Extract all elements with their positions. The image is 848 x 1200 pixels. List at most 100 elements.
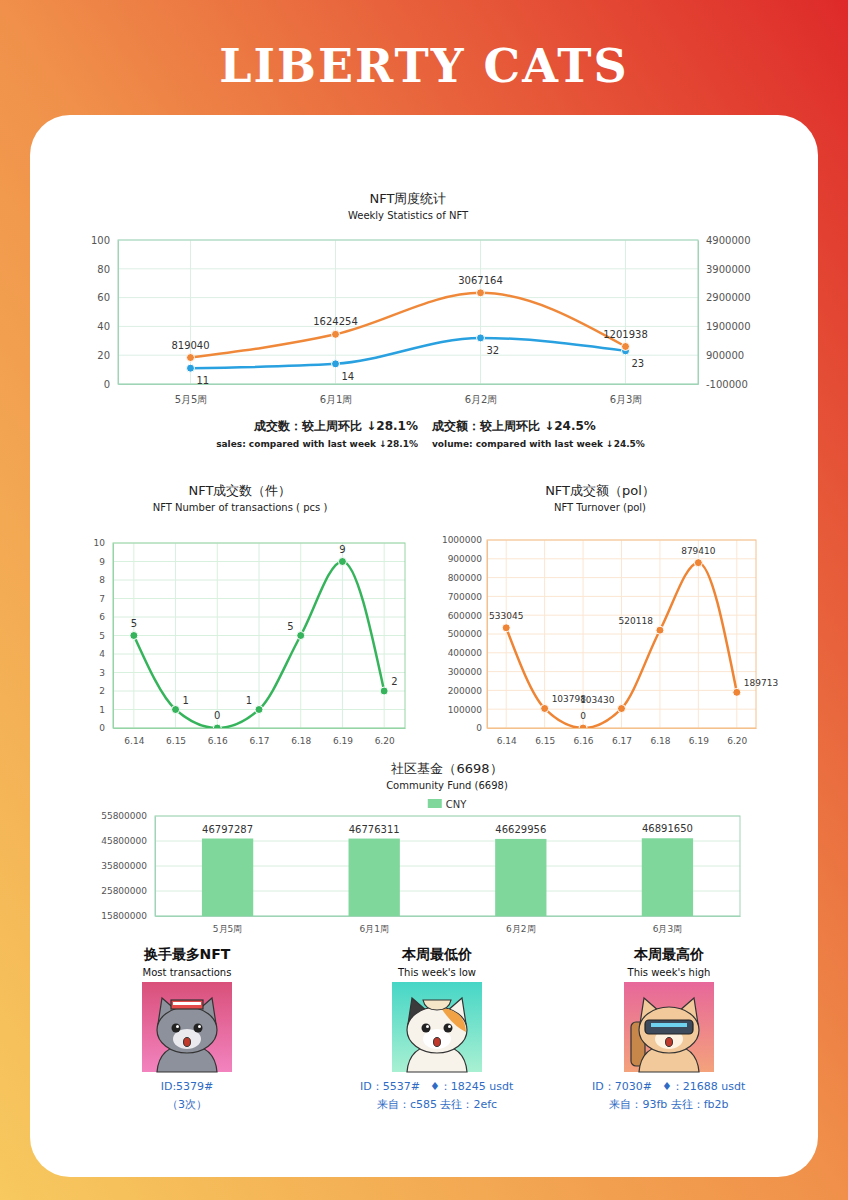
cat-goggles xyxy=(645,1020,693,1034)
marker xyxy=(477,334,485,342)
axis-line xyxy=(113,544,114,729)
tick-label: 6月2周 xyxy=(506,924,535,934)
data-label: 46891650 xyxy=(642,823,693,834)
tick: 40 xyxy=(97,321,118,332)
plot-frame xyxy=(487,540,756,728)
tick-label: 6.19 xyxy=(689,736,709,746)
chart: NFT成交额（pol）NFT Turnover (pol)01000002000… xyxy=(442,483,778,746)
tick: 0 xyxy=(476,723,487,733)
chart-title: NFT周度统计 xyxy=(370,191,447,206)
plot-frame xyxy=(118,240,698,384)
highlight-route: 来自：c585 去往：2efc xyxy=(377,1098,497,1111)
chart-title: NFT成交额（pol） xyxy=(545,483,655,498)
tick: 6.20 xyxy=(375,728,395,746)
tick-label: -100000 xyxy=(706,379,748,390)
cat-bowl xyxy=(423,1000,451,1010)
tick-label: 6.17 xyxy=(612,736,632,746)
tick-label: 800000 xyxy=(448,573,483,583)
line xyxy=(191,338,626,368)
grid-line-x xyxy=(698,540,699,728)
chart-subtitle: Community Fund (6698) xyxy=(386,780,508,791)
data-label: 3067164 xyxy=(458,275,503,286)
tick: 60 xyxy=(97,292,118,303)
data-label: 11 xyxy=(197,375,210,386)
tick-label: 3900000 xyxy=(706,264,751,275)
marker xyxy=(694,559,702,567)
tick-label: 0 xyxy=(104,379,110,390)
tick: 0 xyxy=(104,379,118,390)
plot-area xyxy=(202,838,693,916)
tick-label: 6 xyxy=(99,612,105,622)
grid-line-x xyxy=(175,543,176,728)
marker xyxy=(332,330,340,338)
data-label: 46629956 xyxy=(495,824,546,835)
tick-label: 6.15 xyxy=(166,736,186,746)
background xyxy=(0,0,848,1200)
axis-line xyxy=(698,241,699,385)
tick: 6月1周 xyxy=(320,384,353,405)
legend-swatch xyxy=(428,799,442,808)
cat-mouth xyxy=(666,1038,673,1047)
bar xyxy=(495,839,546,916)
tick: 8 xyxy=(99,575,113,585)
plot-frame xyxy=(113,543,405,728)
tick: 6.14 xyxy=(124,728,144,746)
axis-line xyxy=(114,728,406,729)
marker xyxy=(255,706,263,714)
data-label: 46776311 xyxy=(349,824,400,835)
highlight-subtitle: This week's high xyxy=(627,967,711,978)
grid xyxy=(487,540,756,728)
tick-label: 6月2周 xyxy=(465,394,498,405)
plot-area xyxy=(130,558,388,729)
annotation: 成交额：较上周环比 ↓24.5% xyxy=(431,419,596,433)
marker xyxy=(622,343,630,351)
tick-label: 5月5周 xyxy=(175,394,208,405)
grid xyxy=(155,816,740,916)
tick: 25800000 xyxy=(101,886,155,896)
data-label: 23 xyxy=(632,358,645,369)
tick-label: 200000 xyxy=(448,686,483,696)
x-axis: 5月5周6月1周6月2周6月3周 xyxy=(156,916,741,934)
tick-label: 6月3周 xyxy=(653,924,682,934)
data-label: 103430 xyxy=(580,695,615,705)
chart-title: NFT成交数（件） xyxy=(189,483,292,498)
axis-line xyxy=(487,541,488,729)
highlights: 换手最多NFTMost transactionsID:5379#（3次）本周最低… xyxy=(142,946,746,1111)
tick: 7 xyxy=(99,594,113,604)
x-axis: 6.146.156.166.176.186.196.20 xyxy=(114,728,406,746)
axis-line xyxy=(155,817,156,917)
chart: NFT周度统计Weekly Statistics of NFT020406080… xyxy=(91,191,751,449)
legend-label: CNY xyxy=(446,799,467,810)
grid-line-x xyxy=(342,543,343,728)
highlight-route: 来自：93fb 去往：fb2b xyxy=(609,1098,728,1111)
highlight-id: ID:5379# xyxy=(161,1080,214,1093)
cat-eye-shine xyxy=(448,1025,451,1028)
tick: 6.16 xyxy=(208,728,228,746)
line xyxy=(506,563,737,728)
tick: 45800000 xyxy=(101,836,155,846)
tick-label: 700000 xyxy=(448,592,483,602)
grid-line-y xyxy=(118,268,698,269)
tick-label: 5月5周 xyxy=(213,924,242,934)
axis-line xyxy=(488,728,757,729)
tick-label: 0 xyxy=(476,723,482,733)
tick: 6 xyxy=(99,612,113,622)
tick-label: 500000 xyxy=(448,629,483,639)
grid-line-x xyxy=(625,240,626,384)
grid-line-x xyxy=(217,543,218,728)
tick: 6月2周 xyxy=(506,916,535,934)
tick: 20 xyxy=(97,350,118,361)
chart: NFT成交数（件）NFT Number of transactions ( pc… xyxy=(94,483,406,746)
marker xyxy=(579,724,587,728)
cat-eye-shine xyxy=(198,1025,201,1028)
annotation: sales: compared with last week ↓28.1% xyxy=(216,439,418,449)
chart-title: 社区基金（6698） xyxy=(391,761,502,776)
cat-eye xyxy=(444,1024,453,1033)
grid-line-x xyxy=(621,540,622,728)
tick-label: 6.19 xyxy=(333,736,353,746)
cat-goggles-glint xyxy=(651,1023,687,1027)
cat-eye xyxy=(172,1024,181,1033)
tick: 3 xyxy=(99,668,113,678)
data-labels: 5101592 xyxy=(131,544,398,722)
cat-eye-shine xyxy=(426,1025,429,1028)
